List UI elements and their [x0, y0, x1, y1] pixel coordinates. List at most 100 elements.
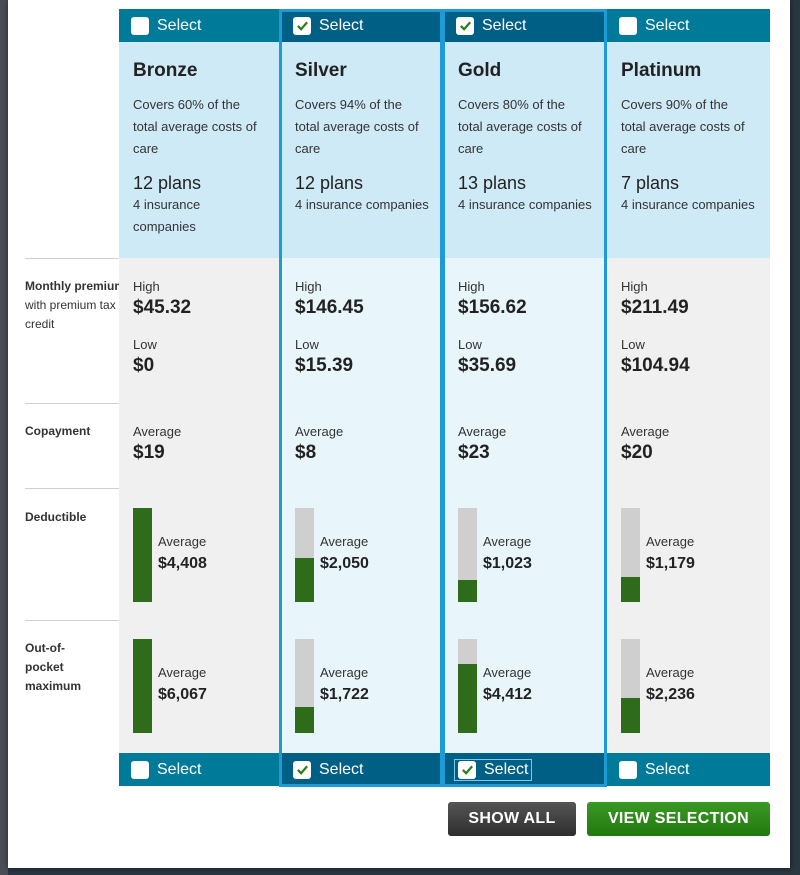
- premium-low-value: $0: [133, 355, 155, 376]
- row-label-deductible: Deductible: [25, 508, 125, 527]
- copay-average-label: Average: [295, 424, 344, 439]
- view-selection-button[interactable]: VIEW SELECTION: [587, 802, 770, 836]
- select-toggle-bottom[interactable]: Select: [281, 753, 443, 786]
- deductible-bar: [458, 508, 477, 602]
- oop-text: Average $2,236: [646, 665, 695, 705]
- deductible-bar-fill: [621, 576, 640, 602]
- copay-cell: Average $20: [621, 424, 669, 466]
- out-of-pocket-label: Out-of-pocket maximum: [25, 641, 82, 693]
- oop-bar-fill: [295, 706, 314, 733]
- premium-cell: High $45.32 Low $0: [133, 279, 191, 379]
- copay-average-label: Average: [458, 424, 507, 439]
- select-toggle-bottom[interactable]: Select: [119, 753, 280, 786]
- tier-name: Platinum: [621, 60, 702, 81]
- premium-cell: High $211.49 Low $104.94: [621, 279, 690, 379]
- deductible-text: Average $4,408: [158, 534, 207, 574]
- oop-average-label: Average: [320, 665, 369, 680]
- monthly-premium-sublabel: with premium tax credit: [25, 298, 116, 331]
- premium-high-value: $146.45: [295, 297, 364, 318]
- oop-bar: [458, 639, 477, 733]
- deductible-value: $4,408: [158, 555, 207, 572]
- oop-bar: [295, 639, 314, 733]
- premium-low-value: $15.39: [295, 355, 354, 376]
- select-label: Select: [319, 760, 364, 778]
- tier-body: High $156.62 Low $35.69 Average $23 Average $1,…: [444, 258, 606, 753]
- tier-column-bronze: Select Bronze Covers 60% of the total aver…: [119, 9, 280, 786]
- tier-header: Silver Covers 94% of the total average co…: [281, 42, 443, 258]
- copay-average-label: Average: [133, 424, 182, 439]
- tier-description: Covers 60% of the total average costs of…: [133, 97, 257, 156]
- oop-average-label: Average: [483, 665, 532, 680]
- oop-average-label: Average: [646, 665, 695, 680]
- select-toggle-top[interactable]: Select: [607, 9, 770, 42]
- checkbox-top[interactable]: [456, 16, 474, 35]
- checkbox-bottom[interactable]: [619, 760, 637, 779]
- tier-company-count: 4 insurance companies: [458, 197, 592, 212]
- premium-cell: High $156.62 Low $35.69: [458, 279, 527, 379]
- tier-plan-count: 7 plans: [621, 173, 680, 193]
- checkbox-top[interactable]: [293, 16, 311, 35]
- row-label-copayment: Copayment: [25, 422, 125, 441]
- select-toggle-top[interactable]: Select: [444, 9, 606, 42]
- select-toggle-top[interactable]: Select: [119, 9, 280, 42]
- select-label: Select: [319, 16, 364, 34]
- select-toggle-bottom[interactable]: Select: [607, 753, 770, 786]
- premium-high-label: High: [458, 279, 485, 294]
- select-focus-ring[interactable]: Select: [453, 758, 533, 781]
- deductible-value: $1,023: [483, 555, 532, 572]
- tier-column-silver: Select Silver Covers 94% of the total aver…: [281, 9, 443, 786]
- premium-low-label: Low: [621, 337, 645, 352]
- checkbox-bottom[interactable]: [293, 760, 311, 779]
- tier-plan-count: 12 plans: [133, 173, 202, 193]
- tier-company-count: 4 insurance companies: [133, 197, 201, 234]
- select-label: Select: [157, 760, 202, 778]
- row-label-monthly-premium: Monthly premium with premium tax credit: [25, 277, 125, 334]
- oop-value: $4,412: [483, 686, 532, 703]
- select-label: Select: [484, 760, 529, 778]
- tier-plan-count: 13 plans: [458, 173, 527, 193]
- oop-text: Average $1,722: [320, 665, 369, 705]
- oop-value: $6,067: [158, 686, 207, 703]
- select-label: Select: [645, 16, 690, 34]
- checkbox-bottom[interactable]: [131, 760, 149, 779]
- premium-cell: High $146.45 Low $15.39: [295, 279, 364, 379]
- checkbox-bottom[interactable]: [458, 760, 476, 779]
- copayment-label: Copayment: [25, 424, 91, 438]
- copay-value: $19: [133, 442, 165, 463]
- premium-high-label: High: [621, 279, 648, 294]
- deductible-average-label: Average: [483, 534, 532, 549]
- select-toggle-top[interactable]: Select: [281, 9, 443, 42]
- premium-low-label: Low: [458, 337, 482, 352]
- copay-average-label: Average: [621, 424, 670, 439]
- plan-comparison-modal: Monthly premium with premium tax credit …: [8, 0, 790, 868]
- oop-bar-fill: [458, 664, 477, 733]
- checkbox-top[interactable]: [131, 16, 149, 35]
- tier-header: Bronze Covers 60% of the total average co…: [119, 42, 280, 258]
- deductible-value: $1,179: [646, 555, 695, 572]
- deductible-text: Average $2,050: [320, 534, 369, 574]
- deductible-bar-fill: [458, 580, 477, 602]
- deductible-bar-fill: [133, 508, 152, 602]
- deductible-average-label: Average: [158, 534, 207, 549]
- tier-header: Platinum Covers 90% of the total average …: [607, 42, 770, 258]
- copay-value: $8: [295, 442, 317, 463]
- premium-low-label: Low: [295, 337, 319, 352]
- deductible-bar-fill: [295, 557, 314, 602]
- oop-bar: [133, 639, 152, 733]
- deductible-bar: [295, 508, 314, 602]
- show-all-button[interactable]: SHOW ALL: [448, 802, 576, 836]
- premium-low-value: $35.69: [458, 355, 517, 376]
- deductible-text: Average $1,179: [646, 534, 695, 574]
- tier-description: Covers 80% of the total average costs of…: [458, 97, 582, 156]
- select-toggle-bottom[interactable]: Select: [444, 753, 606, 786]
- tier-name: Gold: [458, 60, 502, 81]
- tier-body: High $211.49 Low $104.94 Average $20 Average $1…: [607, 258, 770, 753]
- select-label: Select: [157, 16, 202, 34]
- deductible-average-label: Average: [320, 534, 369, 549]
- oop-bar-fill: [621, 698, 640, 733]
- page-backdrop: [0, 0, 8, 875]
- copay-value: $23: [458, 442, 490, 463]
- tier-description: Covers 94% of the total average costs of…: [295, 97, 419, 156]
- tier-name: Silver: [295, 60, 347, 81]
- checkbox-top[interactable]: [619, 16, 637, 35]
